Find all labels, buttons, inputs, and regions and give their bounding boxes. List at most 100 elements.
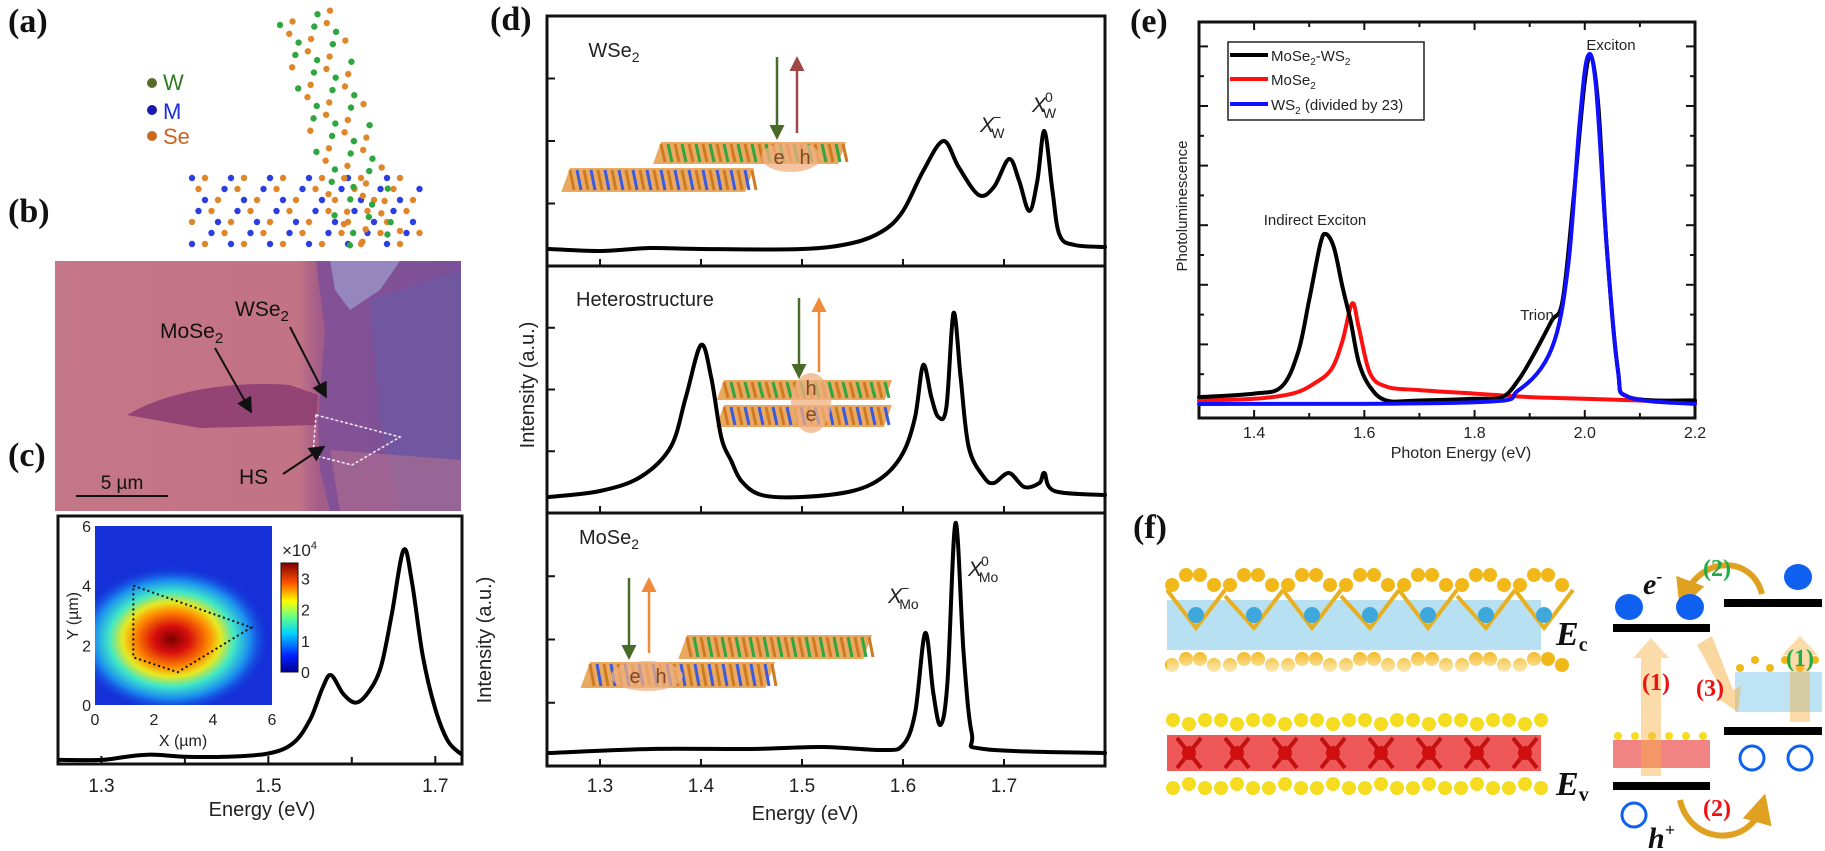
metal-atom (348, 58, 355, 65)
atom-row (602, 663, 610, 687)
metal-atom (313, 148, 320, 156)
se-atom (342, 37, 349, 44)
x-tick-label: 2.2 (1684, 425, 1706, 442)
wse2-arrow (289, 326, 327, 399)
atom-row (883, 381, 891, 399)
metal-atom (305, 240, 313, 248)
sulfur-atom (1751, 656, 1759, 664)
se-atom (378, 210, 385, 217)
metal-atom (384, 185, 391, 192)
panel-f: Ec Ev e- h+ (2) (1) (3) (1) (2) (1165, 556, 1822, 851)
metal-atom (347, 150, 354, 157)
sulfur-atom (1281, 578, 1295, 592)
atom-row (624, 169, 632, 191)
sulfur-atom (1736, 664, 1744, 672)
metal-atom (314, 11, 321, 18)
metal-atom (351, 207, 358, 215)
selenium-atom (1230, 717, 1244, 731)
step-label-1-right: (1) (1786, 646, 1814, 672)
chart-e-ylabel: Photoluminescence (1174, 141, 1191, 272)
metal-atom (299, 185, 306, 193)
fade (1167, 650, 1541, 676)
se-atom (318, 174, 326, 182)
se-atom (304, 94, 311, 101)
selenium-atom (1534, 713, 1548, 727)
sulfur-atom (1483, 568, 1497, 582)
chart-c-frame (56, 514, 464, 766)
colorbar-tick-label: 3 (301, 572, 310, 589)
atom-row (750, 406, 758, 426)
panel-label-c: (c) (8, 437, 46, 474)
se-atom (323, 19, 330, 27)
panel-label-d: (d) (490, 1, 532, 38)
sulfur-atom (1179, 568, 1193, 582)
metal-atom (292, 218, 300, 226)
atom-row (757, 381, 765, 399)
electron-label: e (629, 666, 640, 688)
mose2-crystal-structure (1166, 713, 1548, 795)
se-atom (341, 175, 348, 182)
mini-ws2-structure (1735, 672, 1822, 712)
metal-atom (240, 196, 248, 204)
se-atom (338, 229, 345, 237)
atom-row (846, 636, 854, 658)
atom-row (748, 636, 756, 658)
metal-atom (346, 242, 354, 249)
selenium-atom (1699, 732, 1707, 740)
atom-row (645, 169, 653, 191)
se-atom (416, 229, 423, 237)
bond (1223, 588, 1285, 632)
selenium-atom (1326, 777, 1340, 791)
atom-row (832, 636, 840, 658)
selenium-atom (1631, 732, 1639, 740)
selenium-atom (1438, 781, 1452, 795)
metal-atom (247, 229, 254, 237)
metal-atom (329, 86, 336, 94)
atom-row (764, 381, 772, 399)
sulfur-atom (1555, 658, 1569, 672)
atom-row (708, 169, 716, 191)
atom-row (706, 636, 714, 658)
x-tick-label: 2.0 (1574, 425, 1596, 442)
se-atom (344, 116, 352, 124)
atom-row (778, 406, 786, 426)
sulfur-atom (1425, 568, 1439, 582)
atom-row (729, 143, 737, 163)
metal-atom (383, 240, 391, 248)
valence-band-label: Ev (1555, 766, 1589, 806)
atom-row (596, 169, 604, 191)
metal-atom (294, 85, 302, 92)
atom-row (811, 636, 819, 658)
sulfur-atom (1309, 568, 1323, 582)
se-atom (240, 174, 248, 182)
selenium-atom (1454, 781, 1468, 795)
atom-row (673, 169, 681, 191)
atom-row (680, 169, 688, 191)
se-atom (360, 100, 367, 108)
inset-y-tick-label: 2 (82, 638, 91, 655)
hole-icon (1786, 744, 1814, 772)
selenium-atom (1278, 777, 1292, 791)
atom-row (770, 663, 778, 687)
hole-label: h (655, 666, 666, 688)
atom-row (783, 636, 791, 658)
metal-atom (403, 229, 410, 237)
metal-atom (350, 137, 358, 145)
se-atom (396, 240, 404, 248)
atom-row (631, 169, 639, 191)
atom-row (848, 381, 856, 399)
wse2-lattice (276, 7, 404, 249)
sulfur-atom (1811, 656, 1819, 664)
colorbar-tick-label: 0 (301, 665, 310, 682)
atom-row (722, 406, 730, 426)
atom-row (853, 636, 861, 658)
atom-row (855, 381, 863, 399)
metal-atom (286, 229, 293, 237)
sulfur-atom (1541, 568, 1555, 582)
chart-c-xlabel: Energy (eV) (209, 799, 316, 821)
molybdenum-atom (1182, 746, 1196, 760)
metal-atom (338, 185, 345, 193)
se-atom (247, 207, 254, 215)
atom-row (694, 169, 702, 191)
